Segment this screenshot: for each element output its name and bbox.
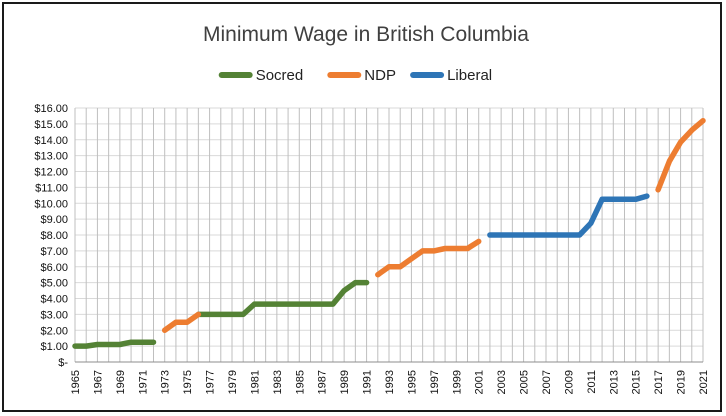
x-tick-label: 2003 <box>496 370 508 394</box>
x-axis: 1965 1967 1969 1971 1973 1975 1977 1979 1981 1983… <box>70 361 710 394</box>
y-tick-label: $6.00 <box>40 262 68 274</box>
y-tick-label: $10.00 <box>34 198 68 210</box>
y-tick-label: $7.00 <box>40 246 68 258</box>
y-axis: $- $1.00 $2.00 $3.00 $4.00 $5.00 $6.00 $7.00 $8.… <box>34 103 68 369</box>
plot-area <box>72 117 706 349</box>
y-tick-label: $16.00 <box>34 103 68 115</box>
y-tick-label: $12.00 <box>34 167 68 179</box>
x-tick-label: 2011 <box>586 370 598 394</box>
y-tick-label: $5.00 <box>40 278 68 290</box>
x-tick-label: 2017 <box>653 370 665 394</box>
x-tick-label: 1995 <box>406 370 418 394</box>
x-tick-label: 2007 <box>541 370 553 394</box>
legend: Socred NDP Liberal <box>218 67 492 84</box>
series-line-ndp <box>375 238 482 278</box>
y-tick-label: $4.00 <box>40 294 68 306</box>
x-tick-label: 1983 <box>272 370 284 394</box>
x-tick-label: 2009 <box>563 370 575 394</box>
x-tick-label: 1999 <box>451 370 463 394</box>
x-tick-label: 1979 <box>227 370 239 394</box>
x-tick-label: 2019 <box>676 370 688 394</box>
x-tick-label: 2005 <box>519 370 531 394</box>
series-line-ndp <box>655 117 706 193</box>
series-line-ndp <box>161 311 202 334</box>
x-tick-label: 1977 <box>205 370 217 394</box>
x-tick-label: 1989 <box>339 370 351 394</box>
series-line-socred <box>195 279 370 318</box>
x-tick-label: 2013 <box>608 370 620 394</box>
line-chart: Minimum Wage in British Columbia Socred N… <box>34 23 710 394</box>
x-tick-label: 1975 <box>182 370 194 394</box>
y-tick-label: $14.00 <box>34 135 68 147</box>
y-tick-label: $2.00 <box>40 325 68 337</box>
chart-frame: Minimum Wage in British Columbia Socred N… <box>2 2 722 412</box>
series-line-liberal <box>487 193 650 238</box>
x-tick-label: 1965 <box>70 370 82 394</box>
legend-label-ndp: NDP <box>364 67 396 84</box>
legend-label-socred: Socred <box>256 67 304 84</box>
x-tick-label: 1987 <box>317 370 329 394</box>
y-tick-label: $- <box>58 357 68 369</box>
y-tick-label: $11.00 <box>35 182 68 194</box>
x-tick-label: 1969 <box>115 370 127 394</box>
y-tick-label: $13.00 <box>34 151 68 163</box>
x-tick-label: 1967 <box>92 370 104 394</box>
y-tick-label: $3.00 <box>40 309 68 321</box>
x-tick-label: 1971 <box>137 370 149 394</box>
series-line-socred <box>72 339 157 349</box>
x-tick-label: 1997 <box>429 370 441 394</box>
x-tick-label: 1981 <box>249 370 261 394</box>
x-tick-label: 1973 <box>160 370 172 394</box>
y-tick-label: $9.00 <box>40 214 68 226</box>
x-tick-label: 1993 <box>384 370 396 394</box>
x-tick-label: 1991 <box>362 370 374 394</box>
x-tick-label: 2001 <box>474 370 486 394</box>
y-tick-label: $15.00 <box>34 119 68 131</box>
x-tick-label: 2015 <box>631 370 643 394</box>
y-tick-label: $1.00 <box>40 341 68 353</box>
y-tick-label: $8.00 <box>40 230 68 242</box>
chart-title: Minimum Wage in British Columbia <box>203 23 529 46</box>
x-tick-label: 2021 <box>698 370 710 394</box>
x-tick-label: 1985 <box>294 370 306 394</box>
legend-label-liberal: Liberal <box>447 67 492 84</box>
